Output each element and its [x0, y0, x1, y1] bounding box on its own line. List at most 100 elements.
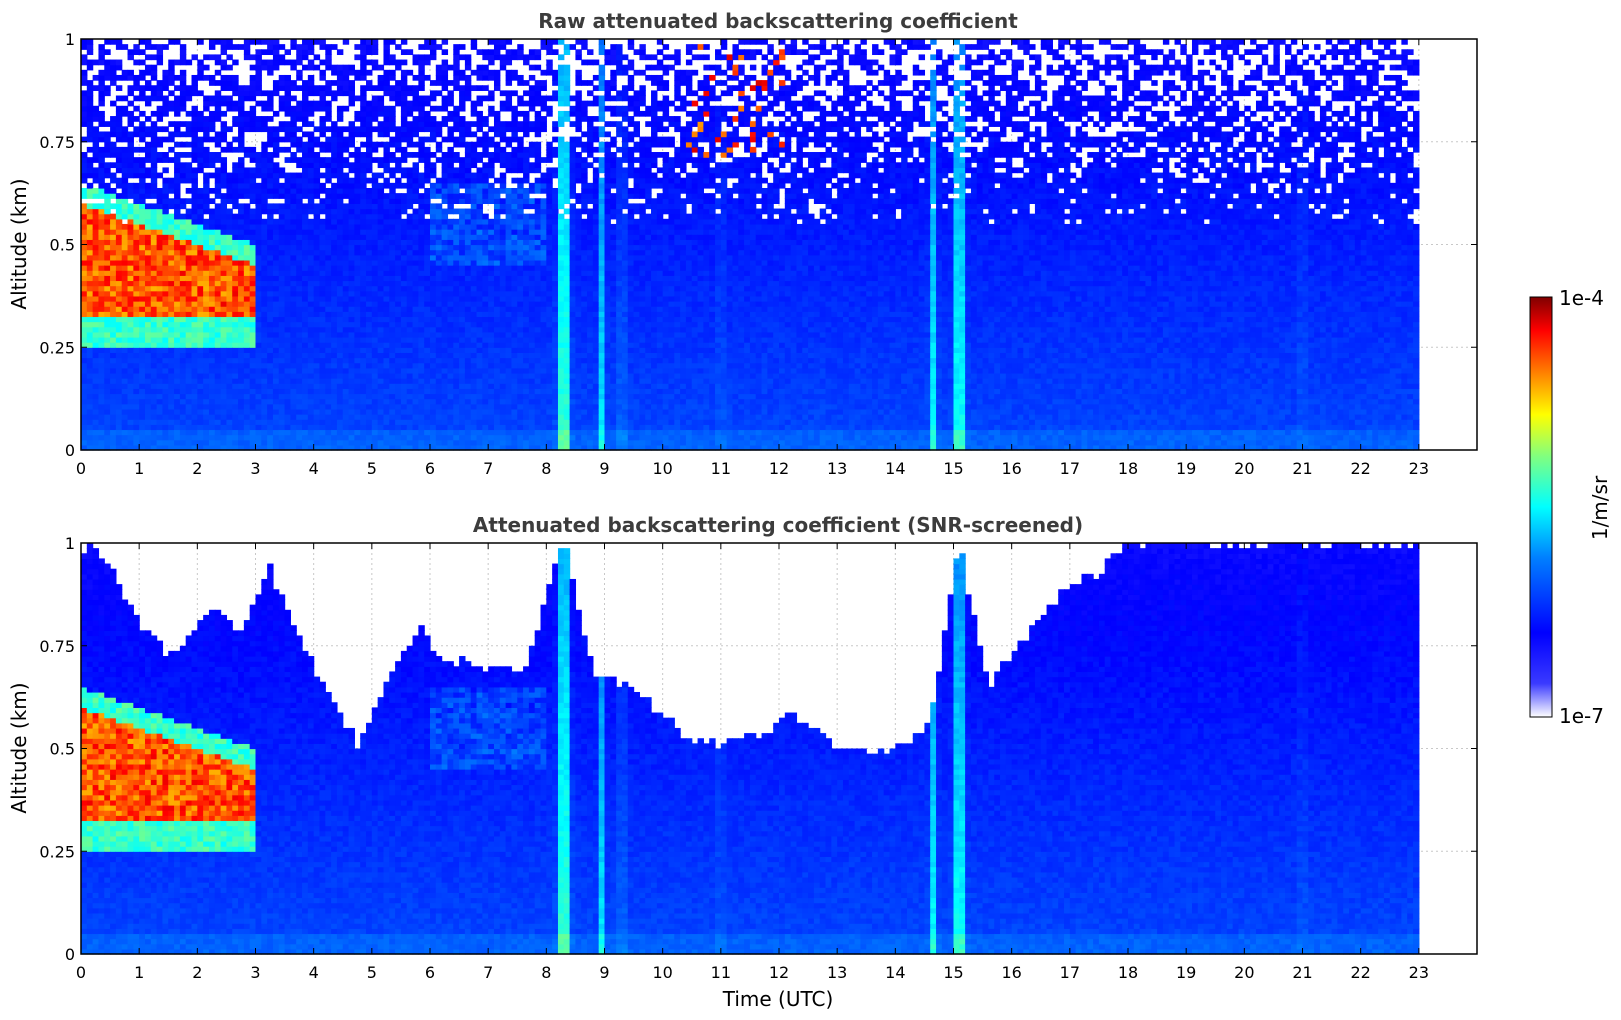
heatmap-cell	[378, 378, 384, 384]
heatmap-cell	[302, 214, 308, 220]
heatmap-cell	[453, 291, 459, 297]
heatmap-cell	[349, 229, 355, 235]
heatmap-cell	[401, 424, 407, 430]
heatmap-cell	[267, 214, 273, 220]
heatmap-cell	[383, 280, 389, 286]
heatmap-cell	[366, 209, 372, 215]
heatmap-cell	[174, 106, 180, 112]
heatmap-cell	[215, 352, 221, 358]
heatmap-cell	[122, 106, 128, 112]
heatmap-cell	[197, 342, 203, 348]
heatmap-cell	[250, 198, 256, 204]
heatmap-cell	[366, 306, 372, 312]
heatmap-cell	[273, 239, 279, 245]
heatmap-cell	[389, 429, 395, 435]
heatmap-cell	[447, 111, 453, 117]
heatmap-cell	[203, 239, 209, 245]
heatmap-cell	[157, 80, 163, 86]
heatmap-cell	[128, 188, 134, 194]
heatmap-cell	[378, 296, 384, 302]
heatmap-cell	[87, 337, 93, 343]
heatmap-cell	[162, 265, 168, 271]
heatmap-cell	[285, 239, 291, 245]
heatmap-cell	[389, 250, 395, 256]
heatmap-cell	[331, 404, 337, 410]
heatmap-cell	[418, 275, 424, 281]
heatmap-cell	[488, 347, 494, 353]
heatmap-cell	[238, 399, 244, 405]
heatmap-cell	[93, 188, 99, 194]
heatmap-cell	[442, 368, 448, 374]
heatmap-cell	[343, 270, 349, 276]
heatmap-cell	[122, 419, 128, 425]
heatmap-cell	[319, 60, 325, 66]
heatmap-cell	[354, 183, 360, 189]
heatmap-cell	[122, 255, 128, 261]
heatmap-cell	[494, 291, 500, 297]
heatmap-cell	[395, 275, 401, 281]
heatmap-cell	[471, 414, 477, 420]
heatmap-cell	[145, 101, 151, 107]
heatmap-cell	[122, 358, 128, 364]
heatmap-cell	[250, 260, 256, 266]
heatmap-cell	[331, 424, 337, 430]
heatmap-cell	[401, 147, 407, 153]
heatmap-cell	[93, 265, 99, 271]
heatmap-cell	[290, 373, 296, 379]
heatmap-cell	[378, 157, 384, 163]
heatmap-cell	[424, 363, 430, 369]
heatmap-cell	[139, 162, 145, 168]
heatmap-cell	[331, 435, 337, 441]
heatmap-cell	[139, 286, 145, 292]
heatmap-cell	[319, 306, 325, 312]
heatmap-cell	[133, 424, 139, 430]
heatmap-cell	[331, 152, 337, 158]
heatmap-cell	[273, 280, 279, 286]
heatmap-cell	[244, 39, 250, 45]
heatmap-cell	[168, 322, 174, 328]
heatmap-cell	[343, 296, 349, 302]
heatmap-cell	[197, 440, 203, 446]
heatmap-cell	[139, 193, 145, 199]
heatmap-cell	[290, 409, 296, 415]
heatmap-cell	[122, 327, 128, 333]
heatmap-cell	[471, 311, 477, 317]
heatmap-cell	[192, 327, 198, 333]
heatmap-cell	[413, 414, 419, 420]
heatmap-cell	[232, 80, 238, 86]
heatmap-cell	[238, 188, 244, 194]
heatmap-cell	[232, 352, 238, 358]
heatmap-cell	[395, 311, 401, 317]
heatmap-cell	[482, 239, 488, 245]
heatmap-cell	[261, 404, 267, 410]
heatmap-cell	[465, 316, 471, 322]
heatmap-cell	[209, 80, 215, 86]
heatmap-cell	[465, 162, 471, 168]
heatmap-cell	[267, 70, 273, 76]
heatmap-cell	[116, 219, 122, 225]
heatmap-cell	[110, 306, 116, 312]
heatmap-cell	[360, 193, 366, 199]
heatmap-cell	[232, 173, 238, 179]
heatmap-cell	[465, 224, 471, 230]
heatmap-cell	[139, 49, 145, 55]
heatmap-cell	[296, 352, 302, 358]
heatmap-cell	[325, 219, 331, 225]
heatmap-cell	[157, 198, 163, 204]
heatmap-cell	[221, 301, 227, 307]
heatmap-cell	[209, 388, 215, 394]
heatmap-cell	[407, 419, 413, 425]
heatmap-cell	[488, 419, 494, 425]
heatmap-cell	[302, 306, 308, 312]
heatmap-cell	[197, 167, 203, 173]
heatmap-cell	[226, 39, 232, 45]
heatmap-cell	[343, 342, 349, 348]
heatmap-cell	[319, 291, 325, 297]
heatmap-cell	[389, 275, 395, 281]
heatmap-cell	[162, 424, 168, 430]
heatmap-cell	[157, 229, 163, 235]
heatmap-cell	[87, 322, 93, 328]
heatmap-cell	[424, 44, 430, 50]
heatmap-cell	[180, 337, 186, 343]
heatmap-cell	[279, 245, 285, 251]
